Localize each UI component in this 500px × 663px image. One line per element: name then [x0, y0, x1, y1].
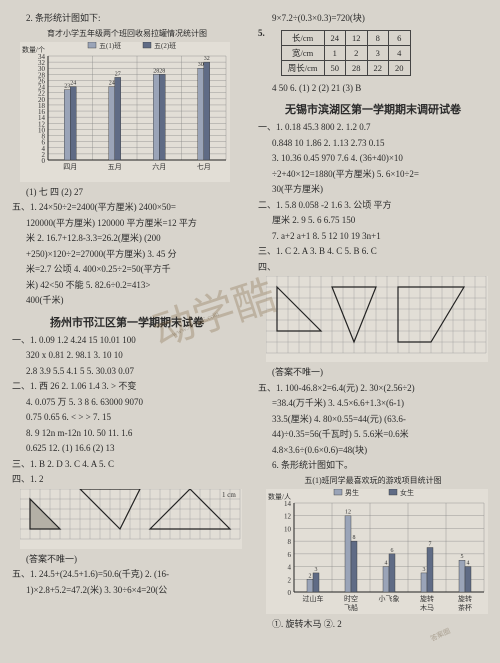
svg-text:27: 27	[115, 71, 121, 77]
text-line: 五、1. 24×50÷2=2400(平方厘米) 2400×50=	[12, 201, 242, 215]
text-line: 2.8 3.9 5.5 4.1 5 5. 30.03 0.07	[12, 365, 242, 379]
svg-text:1 cm: 1 cm	[222, 491, 236, 499]
data-table: 长/cm241286宽/cm1234周长/cm50282220	[281, 30, 411, 76]
text-line: 400(千米)	[12, 294, 242, 308]
text-line: ÷2+40×12=1880(平方厘米) 5. 6×10÷2=	[258, 168, 488, 182]
svg-text:3: 3	[423, 566, 426, 572]
text-line: 6. 条形统计图如下。	[258, 459, 488, 473]
svg-text:茶杯: 茶杯	[458, 603, 472, 612]
svg-text:木马: 木马	[420, 603, 434, 612]
text-line: 4 50 6. (1) 2 (2) 21 (3) B	[258, 82, 488, 96]
text-line: 320 x 0.81 2. 98.1 3. 10 10	[12, 349, 242, 363]
text-line: 1)×2.8+5.2=47.2(米) 3. 30÷6×4=20(公	[12, 584, 242, 598]
text-line: 0.848 10 1.86 2. 1.13 2.73 0.15	[258, 137, 488, 151]
svg-text:24: 24	[70, 80, 76, 86]
svg-text:8: 8	[288, 538, 292, 546]
svg-text:8: 8	[353, 535, 356, 541]
svg-text:10: 10	[284, 525, 292, 533]
svg-text:6: 6	[288, 550, 292, 558]
svg-text:2: 2	[309, 573, 312, 579]
svg-text:4: 4	[288, 563, 292, 571]
section-title: 扬州市邗江区第一学期期末试卷	[12, 314, 242, 330]
text-line: 二、1. 西 26 2. 1.06 1.4 3. > 不变	[12, 380, 242, 394]
svg-text:男生: 男生	[345, 489, 359, 497]
text-line: 120000(平方厘米) 120000 平方厘米=12 平方	[12, 217, 242, 231]
svg-text:数量/个: 数量/个	[22, 45, 45, 54]
svg-text:12: 12	[284, 512, 292, 520]
left-column: 2. 条形统计图如下: 育才小学五年级两个班回收易拉罐情况统计图 0246810…	[12, 10, 242, 633]
svg-text:0: 0	[288, 589, 292, 597]
svg-text:女生: 女生	[400, 489, 414, 497]
grid1: 1 cm	[20, 489, 242, 549]
svg-text:14: 14	[284, 500, 292, 508]
svg-text:7: 7	[429, 541, 432, 547]
text-line: 30(平方厘米)	[258, 183, 488, 197]
svg-text:2: 2	[288, 576, 292, 584]
section-title: 无锡市滨湖区第一学期期末调研试卷	[258, 101, 488, 117]
text-line: 米 2. 16.7+12.8-3.3=26.2(厘米) (200	[12, 232, 242, 246]
svg-text:4: 4	[385, 560, 388, 566]
text-line: 二、1. 5.8 0.058 -2 1.6 3. 公顷 平方	[258, 199, 488, 213]
text-line: 五、1. 24.5+(24.5+1.6)=50.6(千克) 2. (16-	[12, 568, 242, 582]
svg-text:30: 30	[198, 62, 204, 68]
text-line: 3. 10.36 0.45 970 7.6 4. (36+40)×10	[258, 152, 488, 166]
chart1: 0246810121416182022242628303234数量/个五(1)班…	[20, 42, 242, 182]
svg-text:4: 4	[467, 560, 470, 566]
text-line: +250)×120÷2=27000(平方厘米) 3. 45 分	[12, 248, 242, 262]
text-line: 米=2.7 公顷 4. 400×0.25÷2=50(平方千	[12, 263, 242, 277]
text-line: =38.4(万千米) 3. 4.5×6.6+1.3×(6-1)	[258, 397, 488, 411]
svg-text:32: 32	[204, 56, 210, 62]
text-line: 44)÷0.35=56(千瓦时) 5. 5.6米=0.6米	[258, 428, 488, 442]
text-line: 4. 0.075 万 5. 3 8 6. 63000 9070	[12, 396, 242, 410]
svg-text:五(2)班: 五(2)班	[154, 42, 176, 50]
text-line: (答案不唯一)	[258, 366, 488, 380]
text-line: 4.8×3.6÷(0.6×0.6)=48(块)	[258, 444, 488, 458]
text-line: 厘米 2. 9 5. 6 6.75 150	[258, 214, 488, 228]
svg-text:3: 3	[315, 566, 318, 572]
text-line: 五、1. 100-46.8×2=6.4(元) 2. 30×(2.56÷2)	[258, 382, 488, 396]
svg-text:七月: 七月	[197, 162, 211, 171]
text-line: 0.625 12. (1) 16.6 (2) 13	[12, 442, 242, 456]
svg-text:5: 5	[461, 554, 464, 560]
svg-text:旋转: 旋转	[420, 594, 434, 603]
text-line: (答案不唯一)	[12, 553, 242, 567]
text-line: 三、1. C 2. A 3. B 4. C 5. B 6. C	[258, 245, 488, 259]
chart2-title: 五(1)班同学最喜欢玩的游戏项目统计图	[258, 475, 488, 487]
svg-text:28: 28	[159, 68, 165, 74]
svg-text:34: 34	[38, 53, 46, 61]
text-line: (1) 七 四 (2) 27	[12, 186, 242, 200]
table-label: 5.	[258, 28, 265, 38]
svg-text:24: 24	[109, 80, 115, 86]
right-column: 9×7.2÷(0.3×0.3)=720(块) 5. 长/cm241286宽/cm…	[258, 10, 488, 633]
svg-text:五(1)班: 五(1)班	[99, 42, 121, 50]
svg-text:12: 12	[345, 509, 351, 515]
chart2: 02468101214数量/人男生女生23过山车128时空飞船46小飞象37旋转…	[266, 489, 488, 614]
svg-text:过山车: 过山车	[303, 594, 324, 603]
svg-text:旋转: 旋转	[458, 594, 472, 603]
text-line: 2. 条形统计图如下:	[12, 12, 242, 26]
text-line: 0.75 0.65 6. < > > 7. 15	[12, 411, 242, 425]
svg-text:四月: 四月	[63, 163, 77, 171]
text-line: 一、1. 0.09 1.2 4.24 15 10.01 100	[12, 334, 242, 348]
text-line: ①. 旋转木马 ②. 2	[258, 618, 488, 632]
text-line: 33.5(厘米) 4. 80×0.55=44(元) (63.6-	[258, 413, 488, 427]
text-line: 三、1. B 2. D 3. C 4. A 5. C	[12, 458, 242, 472]
svg-text:6: 6	[391, 547, 394, 553]
svg-text:飞船: 飞船	[344, 603, 358, 612]
svg-text:小飞象: 小飞象	[379, 594, 400, 603]
text-line: 四、1. 2	[12, 473, 242, 487]
text-line: 四、	[258, 261, 488, 275]
chart1-title: 育才小学五年级两个班回收易拉罐情况统计图	[12, 28, 242, 40]
svg-text:五月: 五月	[108, 163, 122, 171]
svg-text:六月: 六月	[152, 162, 166, 171]
text-line: 7. a+2 a+1 8. 5 12 10 19 3n+1	[258, 230, 488, 244]
text-line: 8. 9 12n m-12n 10. 50 11. 1.6	[12, 427, 242, 441]
text-line: 米) 42<50 不能 5. 82.6÷0.2=413>	[12, 279, 242, 293]
text-line: 9×7.2÷(0.3×0.3)=720(块)	[258, 12, 488, 26]
text-line: 一、1. 0.18 45.3 800 2. 1.2 0.7	[258, 121, 488, 135]
svg-text:时空: 时空	[344, 594, 358, 603]
grid2	[266, 276, 488, 362]
svg-text:数量/人: 数量/人	[268, 492, 291, 501]
